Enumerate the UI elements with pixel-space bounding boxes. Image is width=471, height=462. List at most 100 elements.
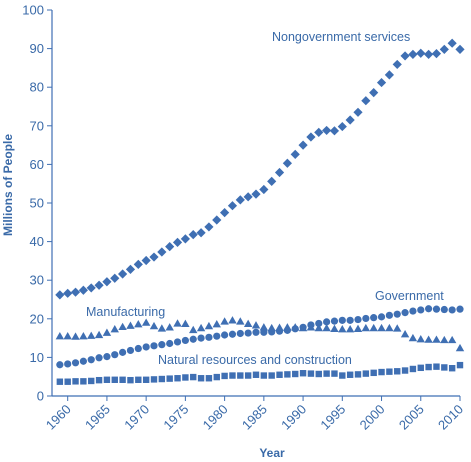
data-point-diamond <box>63 288 73 298</box>
data-point-circle <box>166 339 174 348</box>
data-point-diamond <box>424 49 434 59</box>
data-point-square <box>174 375 181 382</box>
data-point-diamond <box>447 38 457 48</box>
data-point-diamond <box>212 215 222 225</box>
data-point-diamond <box>369 88 379 98</box>
data-point-triangle <box>220 317 229 325</box>
data-point-diamond <box>251 189 261 199</box>
data-point-triangle <box>251 321 261 329</box>
data-point-square <box>346 371 354 378</box>
data-point-circle <box>79 357 87 365</box>
data-point-square <box>378 368 385 376</box>
data-point-circle <box>370 314 378 322</box>
data-point-diamond <box>392 59 402 70</box>
data-point-diamond <box>227 201 238 211</box>
data-point-circle <box>150 342 158 350</box>
data-point-diamond <box>204 222 214 232</box>
data-point-diamond <box>220 208 230 218</box>
data-point-triangle <box>126 321 135 329</box>
data-point-square <box>135 376 142 383</box>
data-point-diamond <box>94 280 104 290</box>
data-point-diamond <box>125 264 136 274</box>
data-point-diamond <box>431 49 442 59</box>
data-point-diamond <box>400 51 410 61</box>
data-point-triangle <box>236 317 245 325</box>
data-point-triangle <box>110 325 119 333</box>
data-point-circle <box>56 361 64 369</box>
data-point-square <box>150 376 158 383</box>
data-point-triangle <box>432 335 441 343</box>
data-point-diamond <box>408 49 418 59</box>
x-tick-label: 1990 <box>278 402 309 433</box>
data-point-square <box>127 376 134 384</box>
x-axis-title: Year <box>259 446 285 460</box>
data-point-diamond <box>180 234 190 244</box>
data-point-diamond <box>118 269 128 279</box>
data-point-diamond <box>290 149 300 159</box>
data-point-circle <box>323 318 331 326</box>
data-point-circle <box>448 306 456 314</box>
data-point-diamond <box>416 48 426 58</box>
data-point-triangle <box>71 332 80 340</box>
data-point-triangle <box>55 331 65 340</box>
data-point-circle <box>385 311 393 319</box>
data-point-circle <box>221 331 229 339</box>
x-axis-ticks: 1960 1965 1970 1975 1980 1985 1990 1995 2000 2005… <box>43 396 466 433</box>
data-point-diamond <box>455 44 465 54</box>
data-point-triangle <box>259 323 269 331</box>
data-point-circle <box>260 328 268 336</box>
data-point-square <box>362 370 370 377</box>
data-point-circle <box>197 334 205 342</box>
x-tick-label: 1985 <box>239 402 270 433</box>
data-point-triangle <box>157 324 167 332</box>
data-point-circle <box>244 329 252 337</box>
data-point-square <box>307 370 315 377</box>
data-point-square <box>331 370 338 377</box>
data-point-circle <box>440 305 448 314</box>
data-point-triangle <box>79 331 88 340</box>
data-point-triangle <box>377 323 386 332</box>
data-point-diamond <box>157 247 167 257</box>
data-point-triangle <box>149 321 159 330</box>
data-point-square <box>205 375 213 382</box>
data-point-circle <box>315 319 323 328</box>
data-point-triangle <box>94 330 104 339</box>
data-point-triangle <box>204 321 214 330</box>
y-axis-ticks: 0 10 20 30 40 50 60 70 80 90 100 <box>22 3 52 404</box>
data-point-square <box>299 370 307 377</box>
data-point-diamond <box>298 140 308 150</box>
data-point-diamond <box>133 259 143 269</box>
y-tick-label: 60 <box>30 157 44 172</box>
data-point-triangle <box>102 328 112 336</box>
data-point-diamond <box>78 285 88 295</box>
data-point-diamond <box>439 44 449 54</box>
data-point-square <box>394 368 401 375</box>
data-point-diamond <box>384 70 394 80</box>
data-point-diamond <box>235 195 245 205</box>
data-point-diamond <box>337 121 347 132</box>
x-tick-label: 1995 <box>317 402 348 433</box>
data-point-triangle <box>306 323 316 331</box>
data-point-square <box>103 376 111 383</box>
data-point-circle <box>432 305 441 313</box>
data-point-triangle <box>298 323 308 332</box>
data-point-diamond <box>329 126 340 136</box>
data-point-triangle <box>416 335 425 343</box>
data-point-circle <box>354 315 362 324</box>
y-tick-label: 50 <box>30 196 44 211</box>
data-point-square <box>284 371 291 378</box>
data-point-diamond <box>345 115 355 125</box>
x-tick-label: 1960 <box>43 402 74 433</box>
data-point-triangle <box>212 320 221 328</box>
data-point-square <box>276 371 283 378</box>
data-point-square <box>95 376 103 384</box>
data-point-circle <box>87 356 95 364</box>
data-point-diamond <box>306 132 316 142</box>
x-tick-label: 1980 <box>200 402 231 433</box>
y-tick-label: 100 <box>22 3 44 18</box>
data-point-square <box>323 370 330 377</box>
data-point-square <box>142 376 150 383</box>
data-point-diamond <box>172 237 183 247</box>
data-point-square <box>409 365 417 373</box>
label-nongovernment-services: Nongovernment services <box>272 30 410 44</box>
